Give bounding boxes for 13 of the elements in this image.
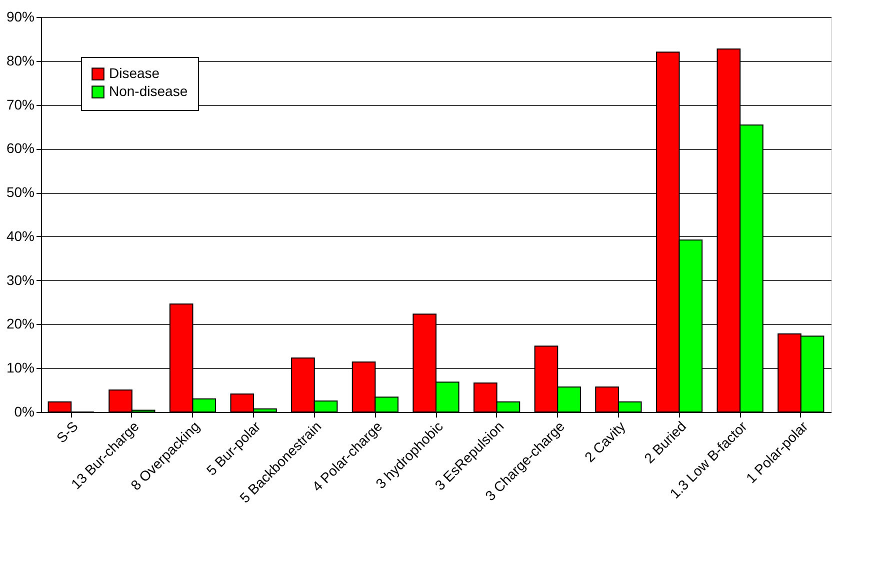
y-tick-label: 90% [6, 8, 34, 24]
x-tick-label: S-S [53, 418, 82, 446]
y-tick-label: 10% [6, 360, 34, 376]
legend-label: Disease [109, 65, 160, 81]
y-tick-label: 80% [6, 52, 34, 68]
y-tick-label: 30% [6, 272, 34, 288]
y-tick-label: 0% [14, 404, 34, 420]
y-tick-label: 60% [6, 140, 34, 156]
y-tick-label: 40% [6, 228, 34, 244]
legend-label: Non-disease [109, 83, 188, 99]
y-tick-label: 20% [6, 316, 34, 332]
y-tick-label: 70% [6, 96, 34, 112]
y-tick-label: 50% [6, 184, 34, 200]
